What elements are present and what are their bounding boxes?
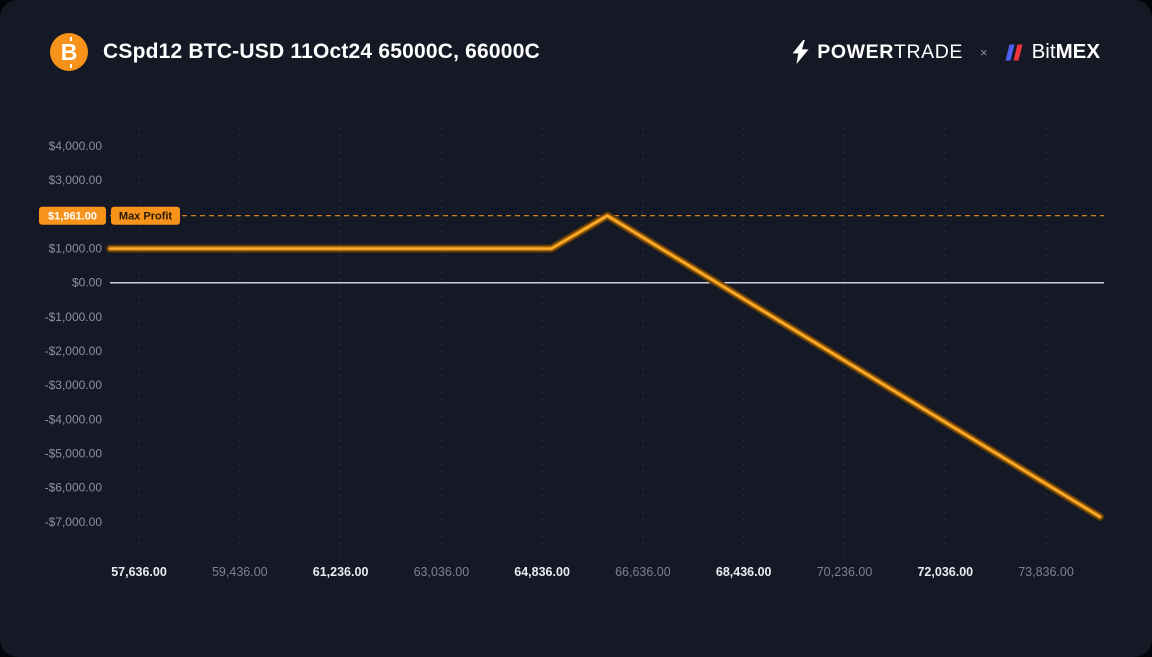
bitmex-word-mex: MEX [1055, 40, 1100, 63]
y-axis-label: $1,000.00 [49, 242, 103, 256]
header: B CSpd12 BTC-USD 11Oct24 65000C, 66000C … [0, 0, 1152, 100]
bitcoin-glyph: B [60, 38, 78, 65]
y-axis-label: -$2,000.00 [45, 344, 103, 358]
y-axis-label: $4,000.00 [49, 139, 103, 153]
powertrade-word-power: POWER [817, 40, 894, 63]
y-axis-label: $0.00 [72, 276, 102, 290]
y-axis-label: -$6,000.00 [45, 481, 103, 495]
x-axis-label: 61,236.00 [313, 565, 369, 579]
bitcoin-serif-bottom-icon [69, 63, 72, 68]
x-axis-label: 66,636.00 [615, 565, 671, 579]
y-axis-label: -$7,000.00 [45, 515, 103, 529]
partnership-x-separator: × [980, 44, 988, 60]
powertrade-wordmark: POWERTRADE [817, 41, 963, 64]
payoff-chart: $4,000.00 $3,000.00 $1,000.00 $0.00 -$1,000.… [39, 128, 1104, 579]
bitmex-wordmark: BitMEX [1032, 40, 1100, 64]
x-axis-label: 68,436.00 [716, 565, 772, 579]
bitmex-mark-icon [1005, 44, 1023, 60]
payoff-line [106, 211, 1104, 521]
max-profit-price-badge [39, 206, 106, 225]
payoff-line [107, 213, 1103, 520]
x-axis-label: 64,836.00 [514, 565, 570, 579]
bitcoin-serif-top-icon [69, 36, 72, 41]
payoff-line [108, 214, 1102, 518]
y-axis-label: -$5,000.00 [45, 447, 103, 461]
x-axis-label: 73,836.00 [1018, 565, 1074, 579]
bitmex-logo: BitMEX [1005, 40, 1100, 64]
page-title: CSpd12 BTC-USD 11Oct24 65000C, 66000C [103, 40, 540, 63]
y-axis-label: $3,000.00 [49, 173, 103, 187]
y-axis-label: -$3,000.00 [45, 378, 103, 392]
x-axis-label: 59,436.00 [212, 565, 268, 579]
powertrade-logo: POWERTRADE [792, 40, 963, 64]
y-axis-label: -$4,000.00 [45, 412, 103, 426]
lightning-icon [792, 40, 809, 64]
bitmex-word-bit: Bit [1031, 40, 1056, 63]
max-profit-tag-label: Max Profit [119, 211, 173, 223]
max-profit-tag-badge [111, 206, 180, 225]
brand-logos: POWERTRADE × BitMEX [792, 40, 1100, 64]
x-axis-label: 70,236.00 [817, 565, 873, 579]
x-axis-label: 57,636.00 [111, 565, 167, 579]
x-axis-label: 72,036.00 [917, 565, 973, 579]
title-group: B CSpd12 BTC-USD 11Oct24 65000C, 66000C [50, 33, 540, 71]
y-axis-label: -$1,000.00 [45, 310, 103, 324]
bitcoin-icon: B [50, 33, 88, 71]
powertrade-word-trade: TRADE [893, 40, 964, 63]
max-profit-price-label: $1,961.00 [48, 211, 97, 223]
x-axis-label: 63,036.00 [414, 565, 470, 579]
